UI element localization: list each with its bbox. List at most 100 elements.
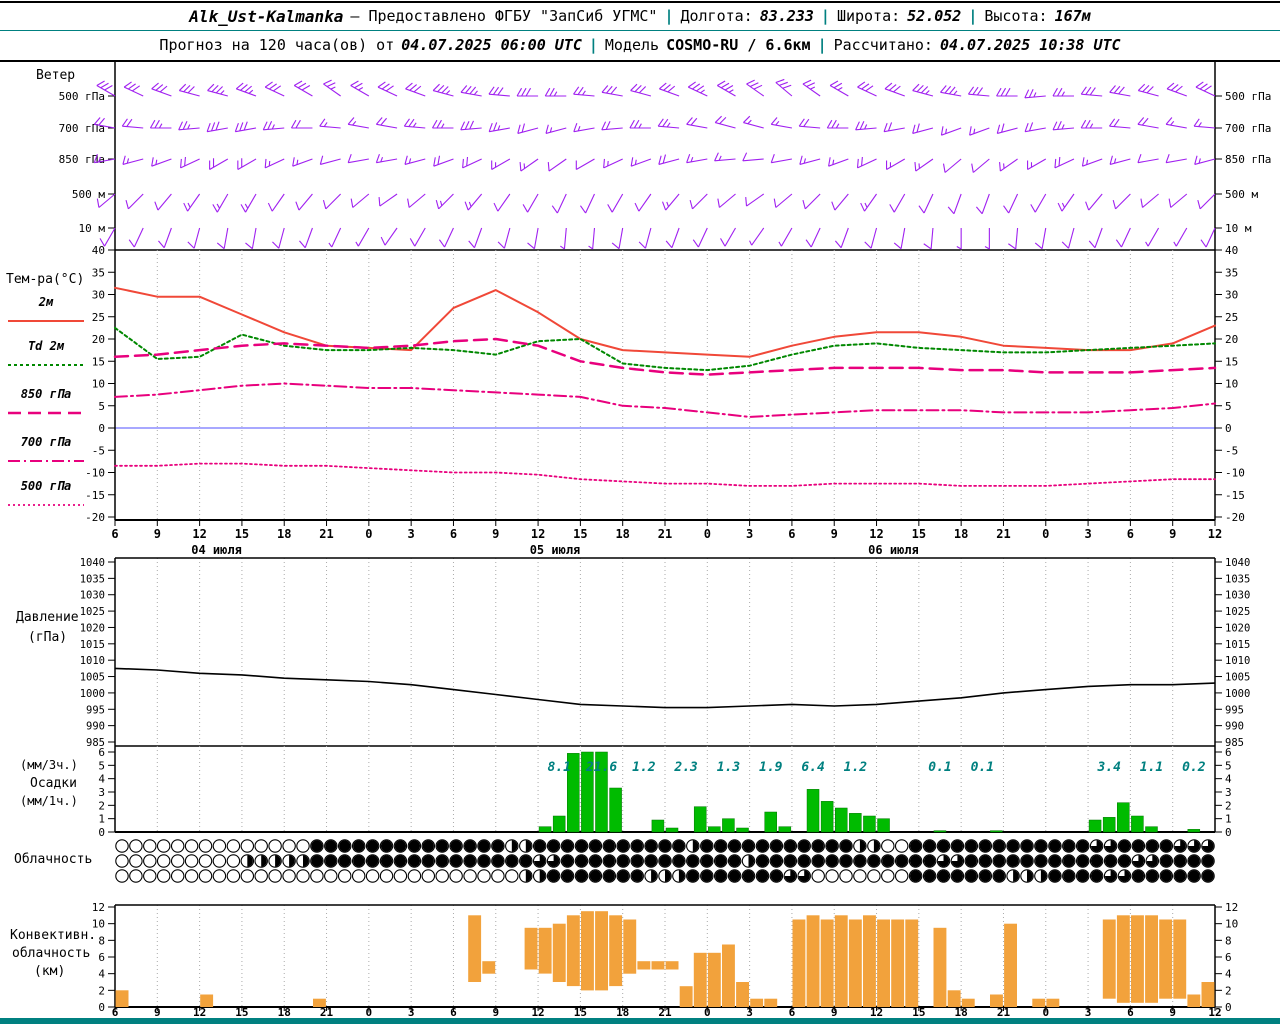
svg-text:06 июля: 06 июля [868, 543, 919, 557]
precip-bar [764, 811, 777, 833]
svg-text:850 гПа: 850 гПа [21, 387, 72, 401]
convective-bar [468, 915, 482, 982]
svg-text:2.3: 2.3 [673, 760, 698, 775]
top-border [0, 1, 1280, 3]
svg-text:10: 10 [92, 378, 105, 391]
convective-bar [891, 919, 905, 1007]
pressure-panel-title-1: Давление [16, 610, 79, 625]
wind-row-1 [93, 115, 1216, 136]
svg-text:3: 3 [746, 1006, 753, 1019]
convective-bar [538, 927, 552, 974]
header-divider [0, 30, 1280, 31]
x-axis-labels-bottom: 6 9 12 15 18 21 0 3 6 9 12 15 18 21 0 3 6 9 12 15 18 21 0 3 6 9 12 [112, 1006, 1222, 1019]
convective-bar [1173, 919, 1187, 999]
precip-bar [665, 827, 679, 833]
cloud-row-1 [115, 854, 1215, 868]
svg-text:-15: -15 [85, 489, 105, 502]
svg-text:21: 21 [319, 527, 333, 541]
svg-text:1020: 1020 [80, 622, 105, 634]
header-line-1: Alk_Ust-Kalmanka — Предоставлено ФГБУ "З… [0, 7, 1280, 26]
svg-text:500 гПа: 500 гПа [1225, 90, 1271, 103]
svg-text:4: 4 [1225, 773, 1232, 786]
convective-bar [482, 961, 496, 974]
svg-text:-10: -10 [1225, 467, 1245, 480]
temperature-legend: 2м Td 2м 850 гПа 700 гПа 500 гПа [8, 295, 84, 506]
convective-bar [524, 927, 538, 970]
longitude-value: 83.233 [759, 7, 814, 25]
svg-text:995: 995 [1225, 704, 1244, 716]
wind-panel: 500 гПа 500 гПа 700 гПа 700 гПа 850 гПа 850 г… [59, 61, 1271, 251]
precip-bar [863, 815, 876, 833]
svg-text:40: 40 [1225, 244, 1238, 257]
svg-text:6: 6 [98, 951, 105, 964]
precip-bar [1145, 826, 1158, 833]
svg-text:700 гПа: 700 гПа [21, 435, 72, 449]
svg-text:9: 9 [154, 527, 161, 541]
calc-label: Рассчитано: [833, 36, 933, 54]
svg-text:0: 0 [98, 422, 105, 435]
convective-bar [115, 990, 129, 1007]
precip-bar [651, 819, 665, 833]
svg-text:1040: 1040 [1225, 557, 1250, 569]
svg-text:15: 15 [235, 527, 249, 541]
svg-text:Td 2м: Td 2м [28, 339, 65, 353]
wind-row-2 [93, 152, 1216, 173]
svg-text:1.3: 1.3 [717, 760, 741, 775]
svg-text:1030: 1030 [1225, 590, 1250, 602]
convective-bar [313, 998, 326, 1007]
convective-bar [990, 994, 1003, 1007]
precip-bar [1131, 815, 1144, 833]
precip-bar [834, 807, 848, 833]
svg-text:6: 6 [98, 746, 105, 759]
convective-bar [1032, 998, 1046, 1007]
svg-text:1005: 1005 [1225, 672, 1250, 684]
provider-text: — Предоставлено ФГБУ "ЗапСиб УГМС" [350, 7, 658, 25]
precip-bar [708, 826, 721, 833]
temperature-series-500 гПа [114, 462, 1216, 487]
convective-bar [595, 911, 608, 991]
svg-text:15: 15 [1225, 355, 1238, 368]
svg-text:-15: -15 [1225, 489, 1245, 502]
convective-bar [820, 919, 834, 1007]
svg-text:3: 3 [408, 527, 415, 541]
cloud-row-0 [115, 839, 1215, 853]
svg-text:10: 10 [1225, 378, 1238, 391]
svg-text:0: 0 [365, 527, 372, 541]
svg-text:15: 15 [912, 1006, 925, 1019]
svg-text:15: 15 [573, 527, 587, 541]
svg-text:40: 40 [92, 244, 105, 257]
svg-text:1: 1 [1225, 813, 1232, 826]
svg-text:6: 6 [1127, 1006, 1134, 1019]
svg-text:18: 18 [616, 1006, 629, 1019]
svg-text:8.1: 8.1 [547, 760, 570, 775]
svg-text:12: 12 [92, 901, 105, 914]
svg-text:35: 35 [92, 266, 105, 279]
svg-text:0: 0 [1225, 1001, 1232, 1014]
precip-bar [849, 813, 862, 833]
convective-panel-title-2: облачность [12, 946, 91, 961]
svg-text:0: 0 [704, 1006, 711, 1019]
model-value: COSMO-RU / 6.6км [666, 36, 811, 54]
svg-text:1025: 1025 [1225, 606, 1250, 618]
svg-text:0.2: 0.2 [1182, 760, 1206, 775]
svg-text:0: 0 [98, 826, 105, 839]
svg-text:500 гПа: 500 гПа [21, 479, 72, 493]
forecast-time: 04.07.2025 06:00 UTC [401, 36, 582, 54]
svg-text:0.1: 0.1 [928, 760, 951, 775]
temperature-series-2м [114, 286, 1216, 358]
latitude-value: 52.052 [907, 7, 962, 25]
svg-text:0.1: 0.1 [971, 760, 994, 775]
svg-text:21: 21 [658, 1006, 672, 1019]
svg-text:-10: -10 [85, 467, 105, 480]
convective-bar [834, 915, 848, 1007]
svg-text:1015: 1015 [80, 639, 105, 651]
svg-text:850 гПа: 850 гПа [59, 153, 105, 166]
svg-text:1.2: 1.2 [632, 760, 656, 775]
precip-unit-1h-label: (мм/1ч.) [20, 794, 78, 808]
svg-text:1030: 1030 [80, 590, 105, 602]
svg-text:18: 18 [615, 527, 629, 541]
precip-bar [806, 789, 820, 833]
convective-bar [764, 998, 778, 1007]
svg-text:21: 21 [997, 1006, 1011, 1019]
